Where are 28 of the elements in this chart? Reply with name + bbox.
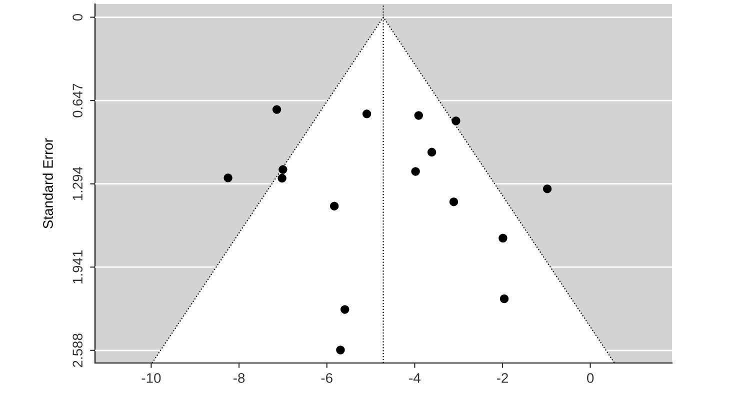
y-axis-title: Standard Error bbox=[42, 138, 53, 228]
x-tick-label: -6 bbox=[321, 373, 332, 383]
x-tick-label: 0 bbox=[587, 373, 594, 383]
point bbox=[224, 174, 232, 182]
point bbox=[278, 174, 286, 183]
x-tick-label: -2 bbox=[496, 373, 508, 383]
y-tick-label: 1.294 bbox=[72, 166, 83, 200]
point bbox=[414, 111, 423, 120]
y-tick-label: 0 bbox=[72, 14, 83, 21]
point bbox=[272, 105, 282, 114]
point bbox=[542, 184, 552, 194]
point bbox=[427, 148, 436, 157]
point bbox=[411, 167, 420, 176]
point bbox=[498, 234, 508, 243]
x-tick-label: -4 bbox=[409, 373, 420, 383]
x-tick-label: -8 bbox=[233, 373, 245, 383]
point bbox=[336, 346, 345, 354]
point bbox=[330, 202, 339, 210]
point bbox=[278, 165, 288, 174]
point bbox=[500, 294, 509, 304]
point bbox=[362, 110, 372, 118]
point bbox=[449, 197, 458, 206]
x-tick-label: -10 bbox=[142, 373, 161, 383]
point bbox=[452, 116, 460, 126]
y-tick-label: 1.941 bbox=[72, 250, 83, 284]
point bbox=[340, 305, 350, 314]
y-tick-label: 2.588 bbox=[72, 334, 83, 368]
y-tick-label: 0.647 bbox=[72, 84, 83, 118]
